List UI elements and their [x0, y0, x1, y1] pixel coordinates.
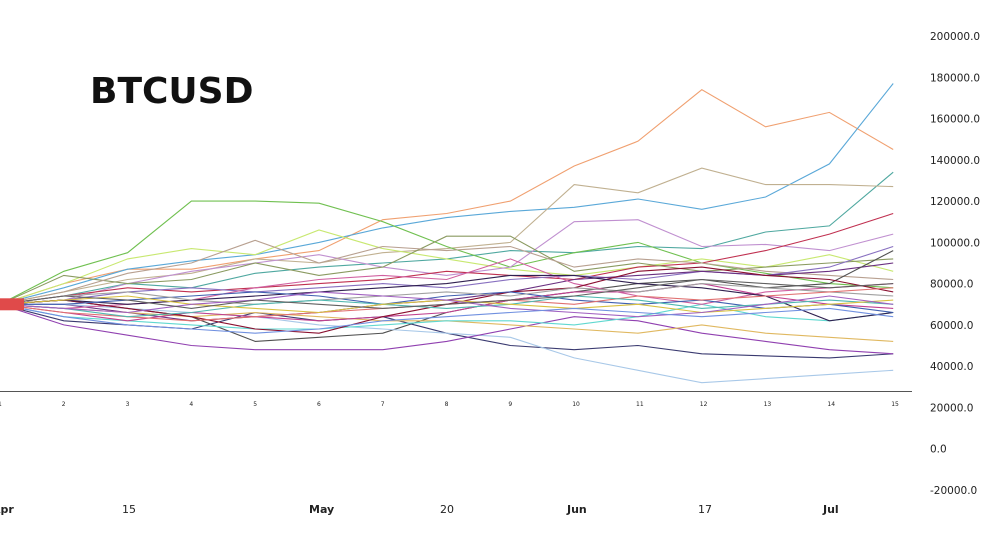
chart-title: BTCUSD — [90, 71, 253, 112]
series-line-24 — [0, 283, 894, 305]
x-index-tick-label: 13 — [764, 401, 772, 408]
y-tick-label: 200000.0 — [930, 31, 980, 43]
x-index-tick-label: 3 — [126, 401, 130, 408]
series-line-5 — [0, 200, 894, 305]
x-date-tick-label: 20 — [440, 503, 454, 516]
y-tick-label: 60000.0 — [930, 320, 973, 332]
x-index-tick-label: 4 — [189, 401, 193, 408]
x-axis-index-ticks: 123456789101112131415 — [0, 401, 899, 408]
y-tick-label: 100000.0 — [930, 237, 980, 249]
y-tick-label: 80000.0 — [930, 279, 973, 291]
x-index-tick-label: 9 — [508, 401, 512, 408]
y-axis-ticks: 200000.0 180000.0 160000.0 140000.0 120000.0… — [930, 31, 980, 497]
x-date-tick-label: 15 — [122, 503, 136, 516]
x-date-tick-label: 17 — [698, 503, 712, 516]
x-index-tick-label: 11 — [636, 401, 644, 408]
y-tick-label: 140000.0 — [930, 155, 980, 167]
x-index-tick-label: 12 — [700, 401, 708, 408]
x-index-tick-label: 6 — [317, 401, 321, 408]
series-layer — [0, 83, 894, 384]
series-line-30 — [0, 303, 894, 334]
x-index-tick-label: 5 — [253, 401, 257, 408]
series-line-3 — [0, 171, 894, 305]
x-date-tick-label: Jun — [566, 503, 587, 516]
x-axis-date-ticks: Apr 15 May 20 Jun 17 Jul — [0, 503, 839, 516]
y-tick-label: -20000.0 — [930, 485, 977, 497]
y-tick-label: 120000.0 — [930, 196, 980, 208]
x-index-tick-label: 14 — [827, 401, 835, 408]
x-index-tick-label: 8 — [445, 401, 449, 408]
series-line-6 — [0, 229, 894, 305]
y-tick-label: 180000.0 — [930, 72, 980, 84]
series-line-10 — [0, 239, 894, 305]
series-line-1 — [0, 89, 894, 305]
series-line-29 — [0, 278, 894, 309]
start-marker — [0, 298, 24, 311]
series-line-2 — [0, 83, 894, 305]
x-index-tick-label: 7 — [381, 401, 385, 408]
y-tick-label: 20000.0 — [930, 403, 973, 415]
series-line-18 — [0, 303, 894, 330]
x-index-tick-label: 2 — [62, 401, 66, 408]
y-tick-label: 40000.0 — [930, 361, 973, 373]
series-line-28 — [0, 291, 894, 318]
x-index-tick-label: 10 — [572, 401, 580, 408]
x-index-tick-label: 15 — [891, 401, 899, 408]
x-index-tick-label: 1 — [0, 401, 2, 408]
series-line-26 — [0, 295, 894, 318]
x-date-tick-label: Jul — [822, 503, 839, 516]
y-tick-label: 0.0 — [930, 444, 947, 456]
series-line-7 — [0, 219, 894, 305]
series-line-4 — [0, 167, 894, 305]
x-date-tick-label: May — [309, 503, 334, 516]
series-line-16 — [0, 303, 894, 355]
x-date-tick-label: Apr — [0, 503, 14, 516]
series-line-8 — [0, 212, 894, 305]
y-tick-label: 160000.0 — [930, 114, 980, 126]
